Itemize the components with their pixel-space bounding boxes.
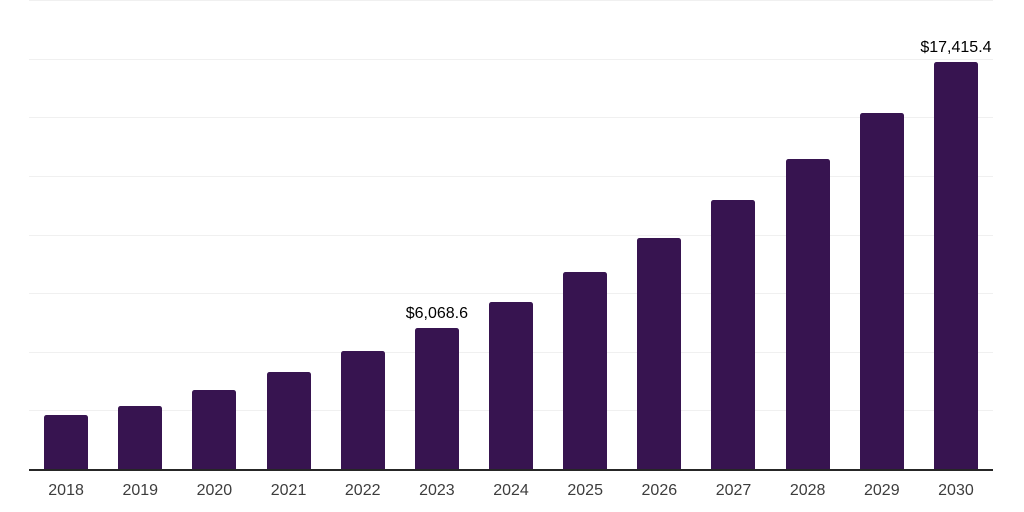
bar-slot-2028 bbox=[771, 0, 845, 470]
data-label-2023: $6,068.6 bbox=[405, 304, 468, 322]
bar-slot-2030: $17,415.4 bbox=[919, 0, 993, 470]
bar-2030: $17,415.4 bbox=[920, 39, 992, 470]
gridline-10000 bbox=[29, 234, 993, 236]
bar-slot-2027 bbox=[696, 0, 770, 470]
x-tick-2026: 2026 bbox=[641, 482, 678, 499]
x-tick-2023: 2023 bbox=[419, 482, 455, 499]
x-tick-2025: 2025 bbox=[567, 482, 603, 499]
gridline-15000 bbox=[29, 117, 993, 119]
x-tick-2020: 2020 bbox=[196, 482, 233, 499]
x-axis-line bbox=[29, 469, 993, 471]
x-tick-2022: 2022 bbox=[344, 482, 381, 499]
bar-slot-2026 bbox=[622, 0, 696, 470]
bar-2021 bbox=[266, 371, 311, 470]
bar-slot-2029 bbox=[845, 0, 919, 470]
x-tick-2028: 2028 bbox=[789, 482, 826, 499]
bar-2020 bbox=[192, 389, 237, 470]
x-tick-2029: 2029 bbox=[864, 482, 900, 499]
x-tick-2019: 2019 bbox=[122, 482, 159, 499]
x-tick-2018: 2018 bbox=[48, 482, 84, 499]
plot-area: $6,068.6 $17,415.4 bbox=[29, 0, 993, 471]
bar-2024 bbox=[489, 301, 534, 470]
x-axis-labels: 2018 2019 2020 2021 2022 2023 2024 2025 2026 2027… bbox=[29, 483, 993, 499]
bar-2029 bbox=[859, 112, 904, 470]
x-tick-2021: 2021 bbox=[270, 482, 307, 499]
data-label-2030: $17,415.4 bbox=[920, 38, 992, 56]
bar-slot-2019 bbox=[103, 0, 177, 470]
gridline-12500 bbox=[29, 175, 993, 177]
bar-slot-2018 bbox=[29, 0, 103, 470]
bar-slot-2024 bbox=[474, 0, 548, 470]
bar-2027 bbox=[711, 200, 756, 470]
bar-slot-2021 bbox=[251, 0, 325, 470]
bar-2028 bbox=[785, 158, 830, 470]
bar-2025 bbox=[563, 271, 608, 470]
bar-2026 bbox=[637, 238, 682, 470]
bar-slot-2022 bbox=[326, 0, 400, 470]
bar-slot-2020 bbox=[177, 0, 251, 470]
gridline-17500 bbox=[29, 58, 993, 60]
gridline-20000 bbox=[29, 0, 993, 1]
x-tick-2030: 2030 bbox=[938, 482, 974, 499]
bar-2019 bbox=[118, 406, 163, 470]
gridline-7500 bbox=[29, 293, 993, 295]
bar-2018 bbox=[44, 414, 89, 470]
bar-2023: $6,068.6 bbox=[406, 305, 468, 470]
bar-slot-2025 bbox=[548, 0, 622, 470]
bars-container: $6,068.6 $17,415.4 bbox=[29, 0, 993, 470]
x-tick-2027: 2027 bbox=[715, 482, 752, 499]
bar-slot-2023: $6,068.6 bbox=[400, 0, 474, 470]
x-tick-2024: 2024 bbox=[493, 482, 529, 499]
bar-2022 bbox=[340, 351, 385, 470]
